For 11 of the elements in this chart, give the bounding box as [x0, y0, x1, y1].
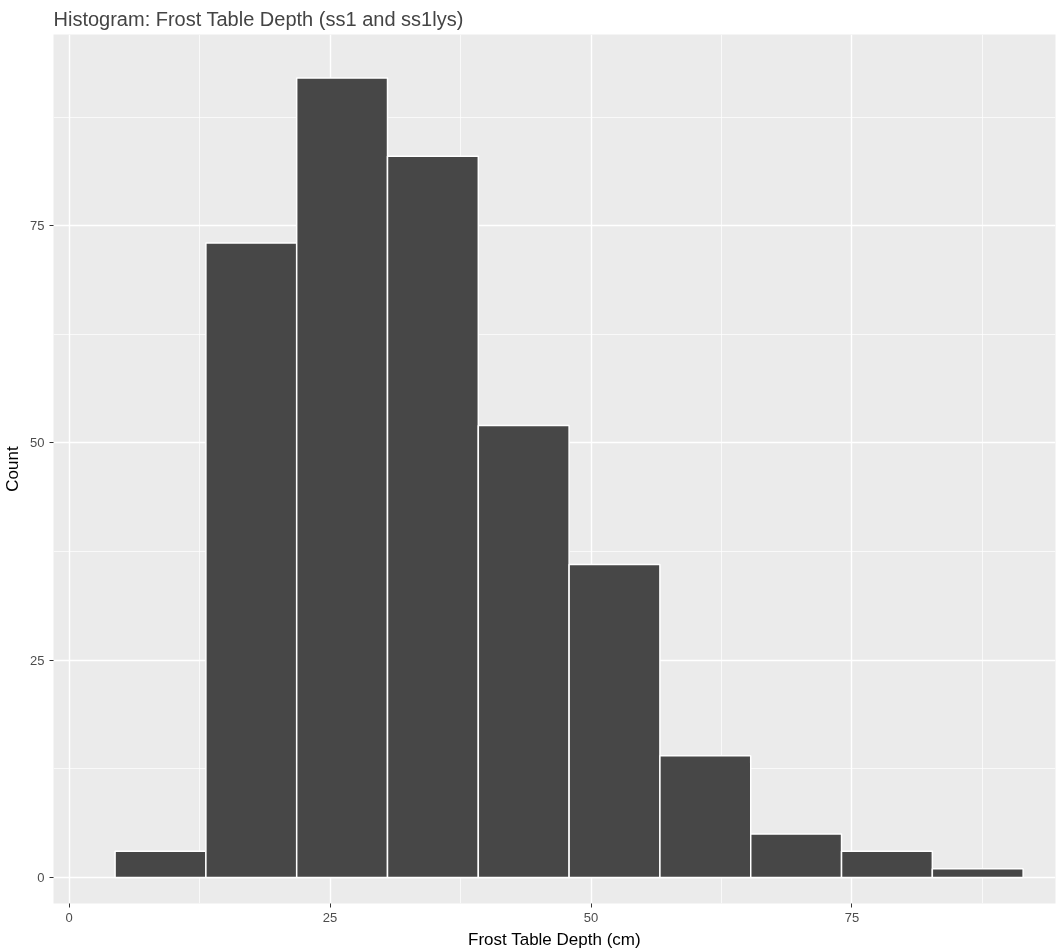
x-axis-title: Frost Table Depth (cm): [468, 929, 641, 949]
x-tick-label: 75: [844, 909, 860, 925]
x-tick-label: 50: [583, 909, 599, 925]
y-tick-label: 0: [37, 869, 45, 885]
y-axis-title: Count: [3, 446, 23, 492]
y-tick-label: 25: [30, 652, 45, 668]
x-tick-label: 25: [322, 909, 338, 925]
x-tick-label: 0: [65, 909, 73, 925]
y-tick-label: 50: [30, 435, 45, 451]
chart-title: Histogram: Frost Table Depth (ss1 and ss1lys): [53, 7, 464, 30]
y-tick-label: 75: [30, 218, 45, 234]
